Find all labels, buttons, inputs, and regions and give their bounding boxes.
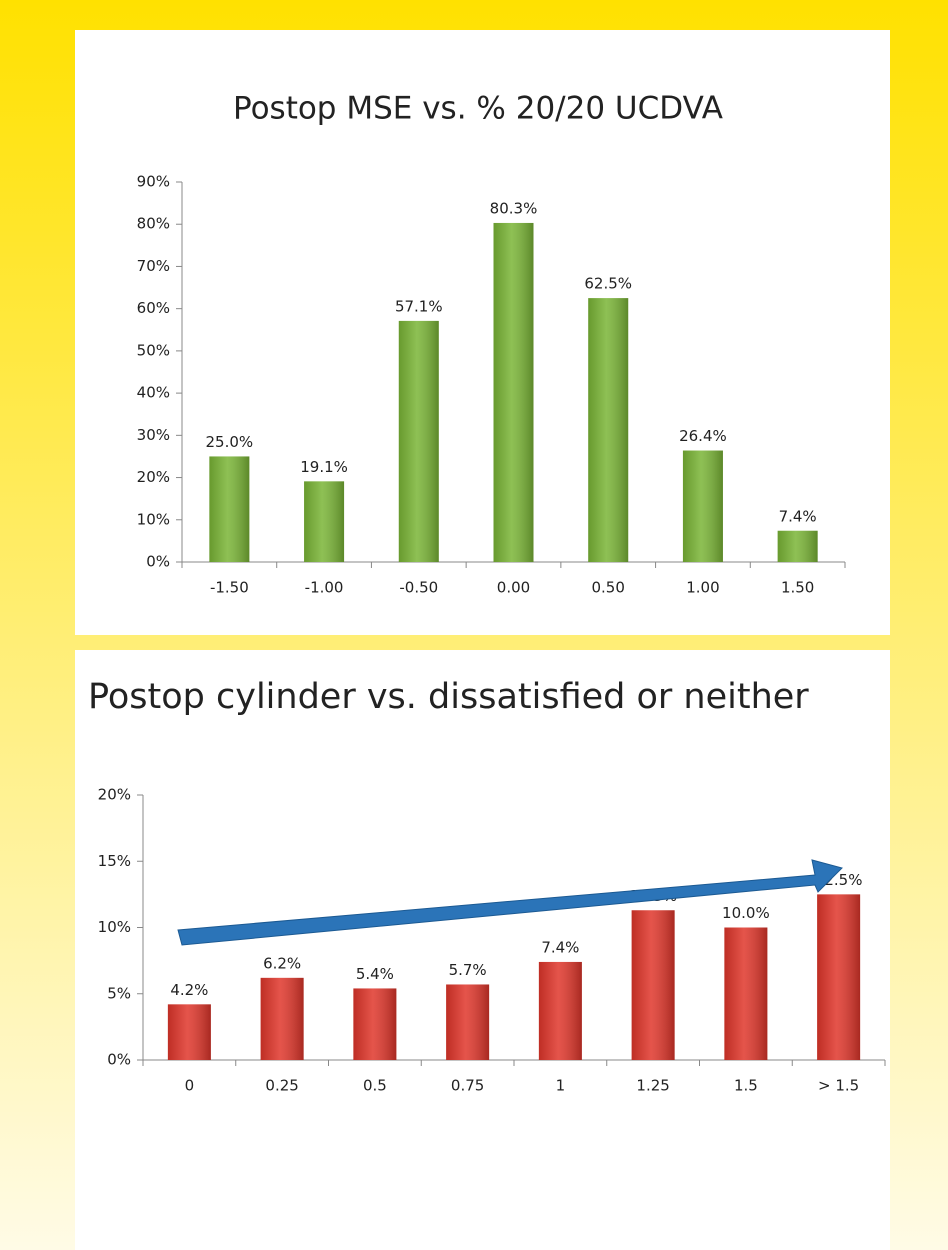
plots: 0%10%20%30%40%50%60%70%80%90%-1.5025.0%-… xyxy=(98,173,886,1095)
trend-arrow xyxy=(177,859,843,946)
bar-shade xyxy=(777,530,818,562)
data-label: 7.4% xyxy=(541,938,579,956)
data-label: 10.0% xyxy=(722,904,770,922)
x-tick-label: > 1.5 xyxy=(818,1077,859,1095)
x-tick-label: 1.25 xyxy=(636,1077,669,1095)
data-label: 57.1% xyxy=(395,297,443,315)
x-tick-label: 0.00 xyxy=(497,579,530,597)
y-tick-label: 0% xyxy=(107,1051,131,1069)
data-label: 25.0% xyxy=(206,433,254,451)
data-label: 7.4% xyxy=(779,507,817,525)
bar-shade xyxy=(538,961,582,1060)
bar-shade xyxy=(260,977,304,1060)
y-tick-label: 10% xyxy=(137,510,170,528)
chart-title: Postop MSE vs. % 20/20 UCDVA xyxy=(233,91,723,127)
bar-shade xyxy=(398,320,439,562)
x-tick-label: 1 xyxy=(556,1077,566,1095)
bar-shade xyxy=(588,298,629,562)
chart-title: Postop cylinder vs. dissatisfied or neit… xyxy=(88,677,809,717)
data-label: 4.2% xyxy=(170,981,208,999)
x-tick-label: 0.25 xyxy=(265,1077,298,1095)
y-tick-label: 20% xyxy=(98,786,131,804)
y-tick-label: 50% xyxy=(137,341,170,359)
x-tick-label: 0 xyxy=(185,1077,195,1095)
x-tick-label: 1.00 xyxy=(686,579,719,597)
x-tick-label: 0.50 xyxy=(592,579,625,597)
x-tick-label: -1.50 xyxy=(210,579,249,597)
bar-shade xyxy=(209,456,250,562)
y-tick-label: 70% xyxy=(137,257,170,275)
data-label: 5.4% xyxy=(356,965,394,983)
data-label: 6.2% xyxy=(263,954,301,972)
data-label: 5.7% xyxy=(449,961,487,979)
y-tick-label: 60% xyxy=(137,299,170,317)
bar-shade xyxy=(353,988,397,1060)
x-tick-label: 0.5 xyxy=(363,1077,387,1095)
bar-shade xyxy=(631,910,675,1060)
data-label: 80.3% xyxy=(490,199,538,217)
bar-shade xyxy=(724,927,768,1060)
bar-shade xyxy=(817,894,861,1060)
y-tick-label: 40% xyxy=(137,384,170,402)
y-tick-label: 5% xyxy=(107,984,131,1002)
y-tick-label: 15% xyxy=(98,852,131,870)
bar-shade xyxy=(446,984,490,1060)
y-tick-label: 30% xyxy=(137,426,170,444)
bar-shade xyxy=(167,1004,211,1060)
y-tick-label: 0% xyxy=(146,553,170,571)
x-tick-label: 0.75 xyxy=(451,1077,484,1095)
x-tick-label: 1.5 xyxy=(734,1077,758,1095)
data-label: 62.5% xyxy=(584,275,632,293)
y-tick-label: 10% xyxy=(98,918,131,936)
x-tick-label: -0.50 xyxy=(399,579,438,597)
data-label: 26.4% xyxy=(679,427,727,445)
x-tick-label: -1.00 xyxy=(305,579,344,597)
bar-shade xyxy=(682,450,723,562)
y-tick-label: 80% xyxy=(137,215,170,233)
data-label: 19.1% xyxy=(300,458,348,476)
y-tick-label: 20% xyxy=(137,468,170,486)
bar-shade xyxy=(493,222,534,562)
bar-shade xyxy=(304,481,345,562)
x-tick-label: 1.50 xyxy=(781,579,814,597)
panel xyxy=(75,650,890,1250)
y-tick-label: 90% xyxy=(137,173,170,191)
